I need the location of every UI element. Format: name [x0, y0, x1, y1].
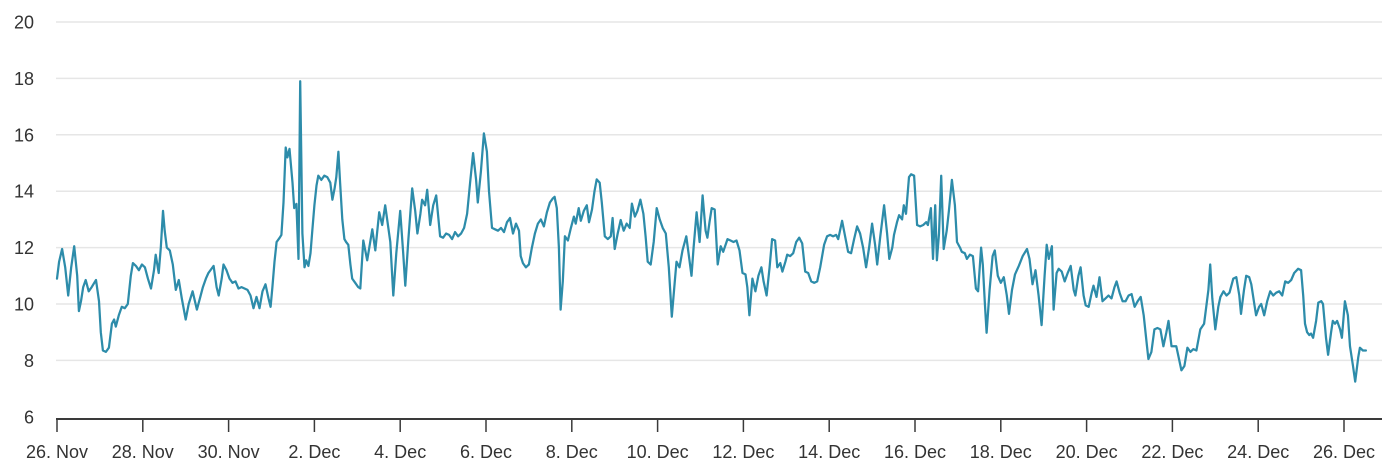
x-axis-label: 24. Dec	[1227, 442, 1289, 462]
y-axis-label: 10	[14, 295, 34, 315]
y-axis-label: 16	[14, 125, 34, 145]
x-axis-labels: 26. Nov 28. Nov 30. Nov 2. Dec 4. Dec 6. Dec 8…	[26, 442, 1375, 462]
x-axis-ticks	[56, 419, 1345, 432]
y-axis-labels: 20 18 16 14 12 10 8 6	[14, 13, 34, 428]
y-axis-label: 12	[14, 238, 34, 258]
series-line[interactable]	[55, 80, 1368, 383]
x-axis-label: 20. Dec	[1056, 442, 1118, 462]
x-axis-label: 10. Dec	[627, 442, 689, 462]
x-axis-label: 8. Dec	[546, 442, 598, 462]
x-axis-label: 26. Nov	[26, 442, 88, 462]
x-axis-label: 4. Dec	[374, 442, 426, 462]
x-axis-label: 26. Dec	[1313, 442, 1375, 462]
x-axis-label: 16. Dec	[884, 442, 946, 462]
y-axis-label: 14	[14, 182, 34, 202]
y-axis-label: 18	[14, 69, 34, 89]
x-axis-label: 28. Nov	[112, 442, 174, 462]
x-axis-label: 12. Dec	[712, 442, 774, 462]
x-axis-label: 22. Dec	[1141, 442, 1203, 462]
x-axis-label: 18. Dec	[970, 442, 1032, 462]
x-axis-label: 30. Nov	[198, 442, 260, 462]
y-axis-label: 6	[24, 408, 34, 428]
y-axis-label: 8	[24, 351, 34, 371]
x-axis-label: 6. Dec	[460, 442, 512, 462]
x-axis-label: 14. Dec	[798, 442, 860, 462]
y-gridlines	[56, 21, 1382, 362]
y-axis-label: 20	[14, 13, 34, 33]
x-axis-label: 2. Dec	[288, 442, 340, 462]
